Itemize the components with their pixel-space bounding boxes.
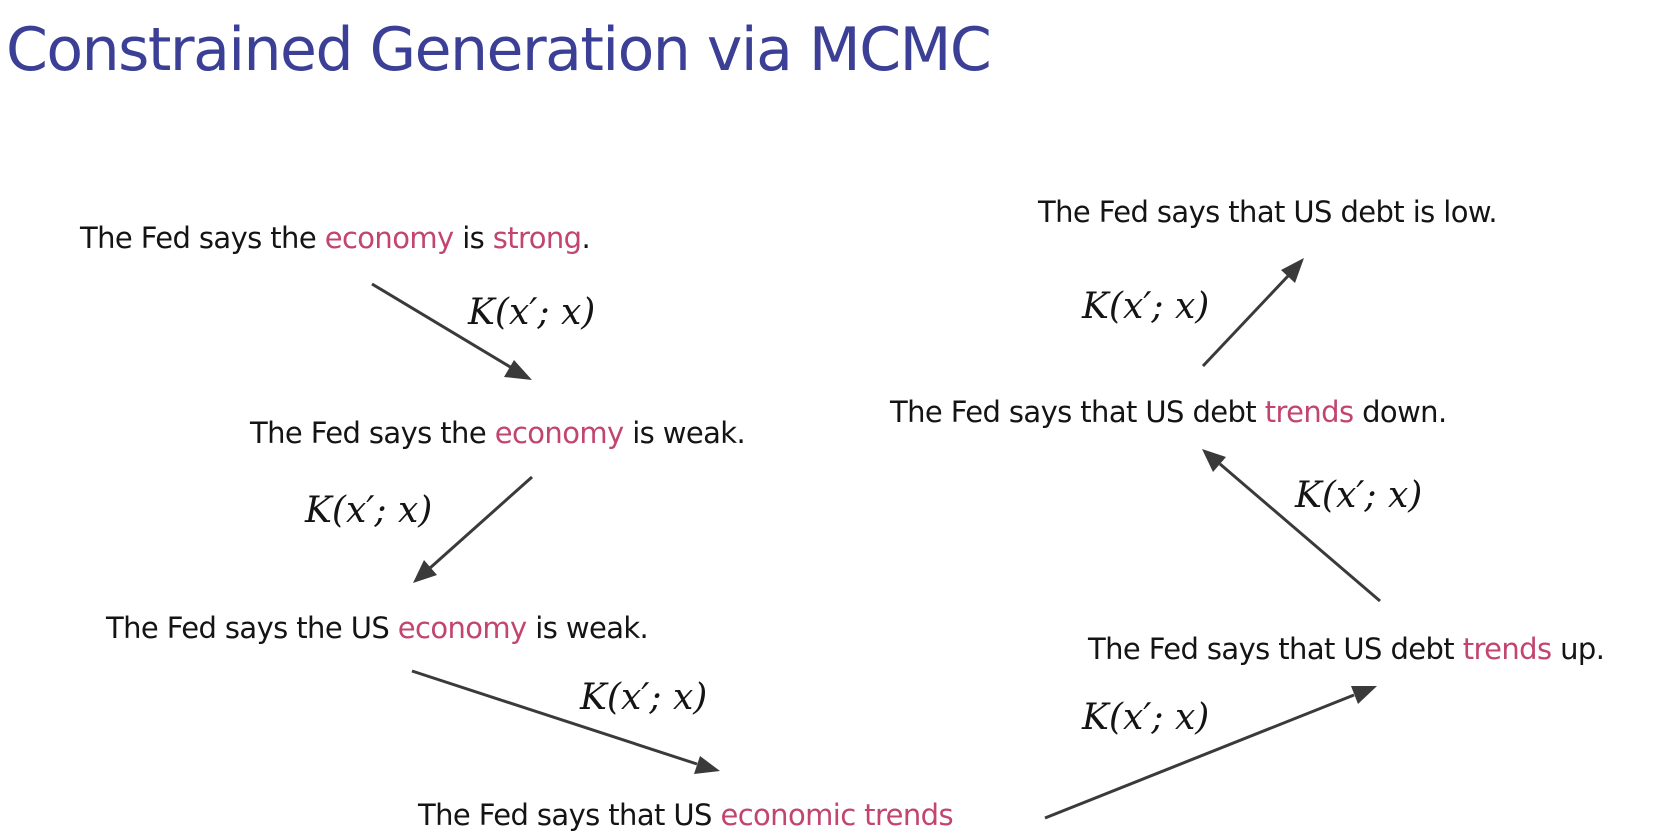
kernel-label-1: K(x′; x): [468, 292, 596, 333]
arrow-s5-to-s6: [1202, 449, 1381, 603]
highlighted-word: economic trends: [720, 798, 953, 832]
sentence-4: The Fed says that US economic trends: [418, 795, 954, 835]
sentence-text: The Fed says that US: [418, 798, 721, 832]
highlighted-word: economy: [397, 611, 527, 645]
arrow-head: [504, 360, 532, 380]
sentence-6: The Fed says that US debt trends down.: [890, 392, 1447, 432]
highlighted-word: trends: [1462, 632, 1552, 666]
arrow-line: [1044, 693, 1355, 820]
kernel-label-6: K(x′; x): [1082, 286, 1210, 327]
kernel-label-3: K(x′; x): [580, 677, 708, 718]
sentence-2: The Fed says the economy is weak.: [250, 413, 746, 453]
sentence-text: .: [581, 221, 591, 255]
highlighted-word: trends: [1264, 395, 1354, 429]
arrow-head: [1281, 258, 1304, 283]
arrow-head: [1202, 449, 1226, 472]
sentence-3: The Fed says the US economy is weak.: [106, 608, 649, 648]
arrow-line: [371, 282, 513, 370]
arrow-s6-to-s7: [1201, 258, 1304, 368]
sentence-text: down.: [1353, 395, 1447, 429]
arrow-s4-to-s5: [1044, 686, 1377, 820]
sentence-1: The Fed says the economy is strong.: [80, 218, 591, 258]
highlighted-word: strong: [492, 221, 582, 255]
arrow-head: [694, 756, 720, 774]
sentence-text: The Fed says that US debt is low.: [1038, 195, 1498, 229]
kernel-label-4: K(x′; x): [1082, 697, 1210, 738]
sentence-text: The Fed says that US debt: [890, 395, 1265, 429]
arrow-line: [411, 669, 698, 766]
arrow-s3-to-s4: [411, 669, 720, 774]
sentence-5: The Fed says that US debt trends up.: [1088, 629, 1605, 669]
kernel-label-5: K(x′; x): [1295, 475, 1423, 516]
highlighted-word: economy: [494, 416, 624, 450]
sentence-text: The Fed says that US debt: [1088, 632, 1463, 666]
kernel-label-2: K(x′; x): [305, 490, 433, 531]
highlighted-word: economy: [324, 221, 454, 255]
sentence-text: is: [453, 221, 493, 255]
arrow-head: [413, 560, 437, 583]
sentence-text: up.: [1551, 632, 1605, 666]
sentence-text: The Fed says the US: [106, 611, 398, 645]
sentence-7: The Fed says that US debt is low.: [1038, 192, 1498, 232]
sentence-text: is weak.: [623, 416, 746, 450]
arrow-line: [429, 475, 533, 570]
sentence-text: The Fed says the: [250, 416, 495, 450]
sentence-text: is weak.: [526, 611, 649, 645]
arrow-head: [1351, 686, 1377, 704]
arrow-s2-to-s3: [413, 475, 533, 583]
arrow-s1-to-s2: [371, 282, 532, 380]
arrow-line: [1219, 462, 1381, 603]
sentence-text: The Fed says the: [80, 221, 325, 255]
slide-title: Constrained Generation via MCMC: [6, 15, 992, 85]
arrow-line: [1201, 274, 1290, 368]
